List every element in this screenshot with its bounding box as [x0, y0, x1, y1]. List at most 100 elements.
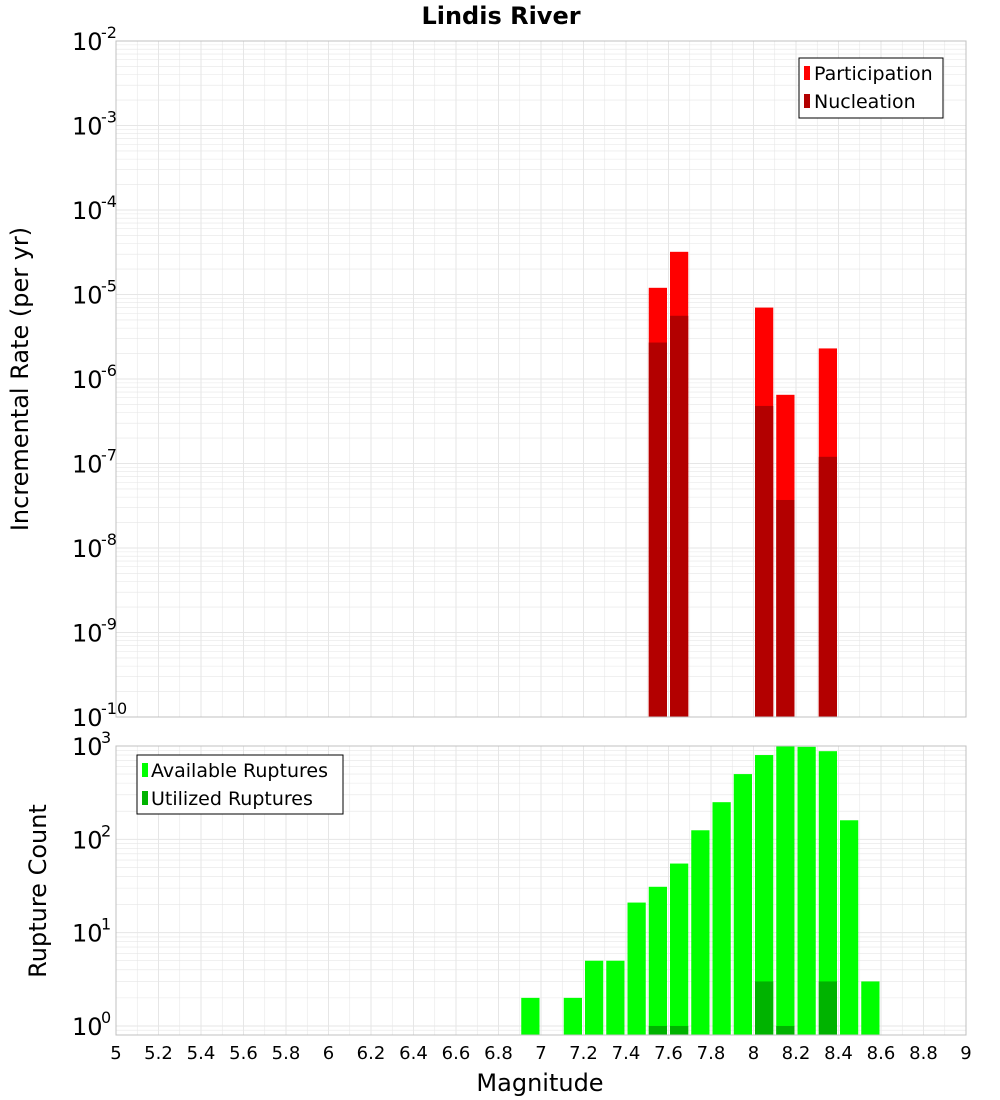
rate-legend: Participation Nucleation: [798, 57, 944, 119]
chart-title: Lindis River: [421, 2, 580, 30]
count-plot-frame: [115, 745, 967, 1036]
x-tick-label: 5.4: [187, 1043, 216, 1064]
y-tick-base: 10: [72, 620, 103, 648]
y-tick-exponent: -6: [101, 361, 117, 380]
y-tick-label: 10-6: [72, 361, 117, 394]
y-tick-label: 10-3: [72, 108, 117, 141]
y-tick-label: 10-8: [72, 530, 117, 563]
x-tick-labels: 5 5.2 5.4 5.6 5.8 6 6.2 6.4 6.6 6.8 7 7.2 7.4 7.6 7.8 8…: [110, 1043, 971, 1064]
y-tick-label: 10-9: [72, 615, 117, 648]
x-tick-label: 6.6: [442, 1043, 471, 1064]
count-bar-available-ruptures: [627, 902, 646, 1035]
y-tick-base: 10: [72, 704, 103, 732]
y-tick-label: 10-5: [72, 277, 117, 310]
y-tick-exponent: 2: [101, 821, 111, 840]
count-bar-available-ruptures: [861, 981, 880, 1035]
legend-label-participation: Participation: [814, 63, 933, 85]
y-tick-base: 10: [72, 282, 103, 310]
x-tick-label: 6.8: [484, 1043, 513, 1064]
y-tick-exponent: -3: [101, 108, 117, 127]
y-tick-base: 10: [72, 733, 103, 761]
y-tick-exponent: 0: [101, 1008, 111, 1027]
count-bar-available-ruptures: [521, 997, 540, 1035]
x-tick-label: 7.2: [569, 1043, 598, 1064]
y-tick-exponent: 1: [101, 915, 111, 934]
legend-swatch-participation: [804, 66, 810, 80]
count-legend: Available Ruptures Utilized Ruptures: [136, 754, 344, 815]
y-tick-label: 100: [72, 1008, 111, 1041]
y-tick-exponent: -8: [101, 530, 117, 549]
y-tick-base: 10: [72, 826, 103, 854]
x-tick-label: 5: [110, 1043, 121, 1064]
x-tick-label: 8: [748, 1043, 759, 1064]
rate-bar-nucleation: [776, 499, 795, 717]
legend-label-nucleation: Nucleation: [814, 91, 916, 113]
rate-bar-nucleation: [818, 456, 837, 717]
count-bar-utilized-ruptures: [755, 981, 774, 1035]
y-tick-base: 10: [72, 451, 103, 479]
y-tick-label: 10-2: [72, 23, 117, 56]
count-bar-available-ruptures: [563, 997, 582, 1035]
x-tick-label: 5.6: [229, 1043, 258, 1064]
y-tick-label: 10-10: [72, 699, 127, 732]
count-bar-available-ruptures: [733, 774, 752, 1035]
rate-bar-nucleation: [755, 405, 774, 717]
x-tick-label: 8.4: [824, 1043, 853, 1064]
count-bar-available-ruptures: [691, 830, 710, 1035]
y-tick-base: 10: [72, 113, 103, 141]
y-tick-label: 102: [72, 821, 111, 854]
x-tick-label: 7.4: [612, 1043, 641, 1064]
y-tick-label: 10-7: [72, 446, 117, 479]
rate-legend-box: [798, 57, 944, 119]
count-bars: [521, 746, 880, 1035]
y-tick-exponent: -5: [101, 277, 117, 296]
count-bar-available-ruptures: [585, 960, 604, 1035]
count-bar-utilized-ruptures: [670, 1025, 689, 1035]
y-tick-exponent: -10: [101, 699, 127, 718]
y-tick-exponent: -2: [101, 23, 117, 42]
x-tick-label: 8.2: [782, 1043, 811, 1064]
rate-gridlines: [115, 40, 967, 718]
y-tick-base: 10: [72, 535, 103, 563]
y-tick-exponent: -9: [101, 615, 117, 634]
rate-bars: [648, 251, 837, 717]
y-tick-label: 101: [72, 915, 111, 948]
x-tick-label: 6.2: [357, 1043, 386, 1064]
x-tick-label: 6: [323, 1043, 334, 1064]
x-tick-label: 7.8: [697, 1043, 726, 1064]
count-y-axis-label: Rupture Count: [24, 804, 52, 978]
legend-swatch-utilized: [142, 791, 148, 805]
count-bar-available-ruptures: [670, 863, 689, 1035]
y-tick-base: 10: [72, 1013, 103, 1041]
x-tick-label: 6.4: [399, 1043, 428, 1064]
legend-label-available: Available Ruptures: [151, 760, 328, 782]
x-tick-label: 8.6: [867, 1043, 896, 1064]
y-tick-label: 10-4: [72, 192, 117, 225]
count-bar-utilized-ruptures: [776, 1025, 795, 1035]
x-axis-label: Magnitude: [476, 1069, 603, 1097]
y-tick-base: 10: [72, 28, 103, 56]
rate-y-axis-label: Incremental Rate (per yr): [6, 227, 34, 531]
count-bar-utilized-ruptures: [818, 981, 837, 1035]
count-bar-available-ruptures: [840, 820, 859, 1035]
rate-plot-frame: [115, 40, 967, 718]
y-tick-exponent: -7: [101, 446, 117, 465]
count-bar-available-ruptures: [797, 746, 816, 1035]
count-bar-available-ruptures: [776, 746, 795, 1035]
x-tick-label: 7: [535, 1043, 546, 1064]
count-bar-available-ruptures: [818, 751, 837, 1035]
y-tick-base: 10: [72, 197, 103, 225]
x-tick-label: 5.2: [144, 1043, 173, 1064]
count-legend-box: [136, 754, 344, 815]
rate-bar-nucleation: [648, 342, 667, 717]
y-tick-base: 10: [72, 920, 103, 948]
rate-bar-nucleation: [670, 315, 689, 717]
y-tick-base: 10: [72, 366, 103, 394]
x-tick-label: 7.6: [654, 1043, 683, 1064]
legend-swatch-available: [142, 763, 148, 777]
y-tick-label: 103: [72, 728, 111, 761]
